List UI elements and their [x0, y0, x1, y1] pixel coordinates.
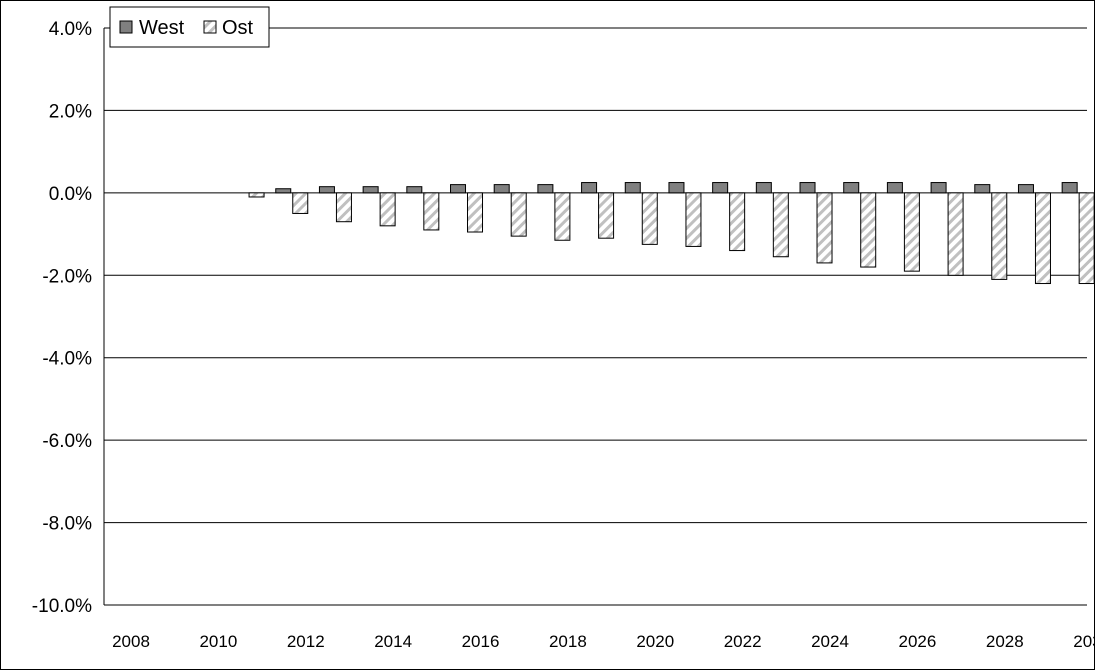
x-tick-label: 2022 [724, 632, 762, 651]
bar-west [406, 186, 423, 194]
x-tick-labels: 2008 2010 2012 2014 2016 2018 2020 2022 2024 2026… [112, 632, 1094, 651]
y-tick-label: 4.0% [49, 19, 92, 40]
bar-west [799, 182, 816, 194]
y-tick-label: 2.0% [49, 101, 92, 122]
bar-ost [292, 192, 309, 214]
bar-ost [903, 192, 920, 272]
legend-box [109, 6, 270, 48]
bar-ost [947, 192, 964, 276]
bar-west [537, 184, 554, 194]
bar-ost [860, 192, 877, 268]
bar-ost [641, 192, 658, 245]
bar-ost [554, 192, 571, 241]
bar-ost [335, 192, 352, 223]
bar-west [318, 186, 335, 194]
bar-ost [423, 192, 440, 231]
bar-ost [1078, 192, 1094, 285]
bar-west [275, 188, 292, 194]
x-tick-label: 2008 [112, 632, 150, 651]
x-tick-label: 2016 [462, 632, 500, 651]
bar-ost [816, 192, 833, 264]
bar-west [1017, 184, 1034, 194]
legend: West Ost [109, 6, 270, 48]
x-tick-label: 2030 [1073, 632, 1094, 651]
y-tick-label: -10.0% [32, 596, 92, 617]
gridlines [104, 27, 1087, 524]
bar-ost [467, 192, 484, 233]
x-tick-label: 2012 [287, 632, 325, 651]
bar-ost [510, 192, 527, 237]
x-tick-label: 2028 [986, 632, 1024, 651]
x-tick-label: 2010 [199, 632, 237, 651]
bar-west [755, 182, 772, 194]
bar-west [712, 182, 729, 194]
x-tick-label: 2020 [636, 632, 674, 651]
x-tick-label: 2026 [898, 632, 936, 651]
axes [103, 28, 1087, 606]
bar-west [930, 182, 947, 194]
y-tick-labels: 4.0% 2.0% 0.0% -2.0% -4.0% -6.0% -8.0% -10.0% [32, 19, 92, 617]
bar-ost [772, 192, 789, 258]
y-tick-label: -4.0% [42, 349, 92, 370]
bar-west [624, 182, 641, 194]
x-tick-label: 2018 [549, 632, 587, 651]
x-tick-label: 2024 [811, 632, 849, 651]
y-tick-label: -2.0% [42, 266, 92, 287]
bar-west [1061, 182, 1078, 194]
y-tick-label: -6.0% [42, 431, 92, 452]
bar-west [450, 184, 467, 194]
bar-ost [598, 192, 615, 239]
bar-west [886, 182, 903, 194]
bar-ost [1034, 192, 1051, 285]
legend-swatch-ost [203, 20, 217, 34]
bars [248, 182, 1094, 285]
legend-swatch-west [119, 20, 133, 34]
bar-west [493, 184, 510, 194]
y-tick-label: -8.0% [42, 514, 92, 535]
legend-label-west: West [139, 17, 185, 39]
bar-ost [379, 192, 396, 227]
y-tick-label: 0.0% [49, 184, 92, 205]
bar-ost [248, 192, 265, 198]
bar-ost [685, 192, 702, 247]
bar-ost [991, 192, 1008, 280]
bar-west [843, 182, 860, 194]
x-tick-label: 2014 [374, 632, 412, 651]
bar-west [581, 182, 598, 194]
bar-west [974, 184, 991, 194]
bar-ost [729, 192, 746, 252]
bar-west [668, 182, 685, 194]
bar-west [362, 186, 379, 194]
legend-label-ost: Ost [222, 17, 254, 39]
